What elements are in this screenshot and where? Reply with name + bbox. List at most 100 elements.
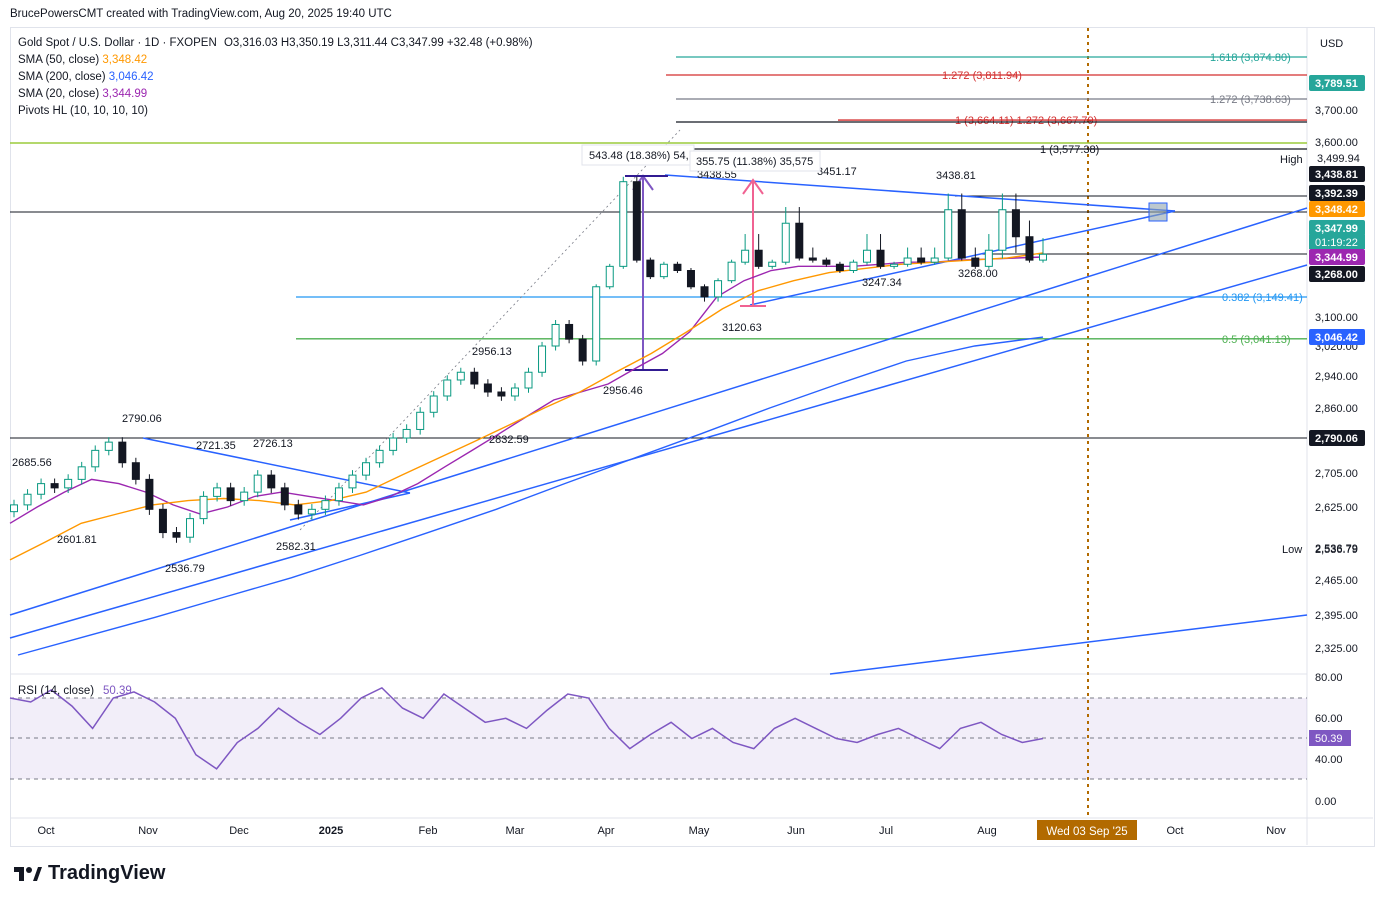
- pivot-label: 3438.81: [936, 170, 976, 182]
- sma50-line: [9, 252, 1044, 561]
- candle-body: [10, 504, 18, 513]
- x-tick-label: Aug: [977, 825, 997, 837]
- ohlc-values: O3,316.03 H3,350.19 L3,311.44 C3,347.99 …: [223, 37, 533, 49]
- pivot-label: 2956.13: [472, 346, 512, 358]
- price-tag: [1309, 201, 1365, 217]
- candle-body: [267, 474, 276, 489]
- legend-sma50[interactable]: SMA (50, close) 3,348.42: [18, 52, 533, 69]
- fib-level-label: 1 (3,577.38): [1040, 144, 1099, 156]
- candle-body: [443, 379, 452, 397]
- pivot-label: 2685.56: [12, 457, 52, 469]
- pivot-label: 2536.79: [165, 563, 205, 575]
- pivot-label: 3451.17: [817, 166, 857, 178]
- price-tag-text: 2,790.06: [1315, 433, 1358, 445]
- rsi-value-tag: [1309, 730, 1351, 746]
- rsi-tick-label: 60.00: [1315, 713, 1343, 725]
- candle-body: [727, 261, 736, 282]
- candle-body: [565, 323, 574, 340]
- measure-arrow-2-head: [742, 178, 764, 195]
- rsi-tick-label: 0.00: [1315, 796, 1336, 808]
- x-tick-label: Nov: [1266, 825, 1286, 837]
- trend-channel-lower: [9, 264, 1308, 639]
- candle-body: [835, 263, 844, 272]
- pivot-label: 2832.59: [489, 434, 529, 446]
- candle-body: [1039, 253, 1047, 261]
- price-tag: [1309, 75, 1365, 91]
- pivots-label: Pivots HL (10, 10, 10, 10): [18, 105, 148, 117]
- candle-body: [402, 428, 411, 439]
- pivot-label: 2726.13: [253, 438, 293, 450]
- candle-body: [957, 209, 966, 259]
- x-tick-label: Jun: [787, 825, 805, 837]
- candle-body: [429, 395, 438, 413]
- x-tick-label: Mar: [506, 825, 525, 837]
- tradingview-logo[interactable]: TradingView: [12, 862, 165, 885]
- legend-symbol-row[interactable]: Gold Spot / U.S. Dollar · 1D · FXOPEN O3…: [18, 35, 533, 52]
- candle-body: [971, 257, 980, 267]
- candle-body: [686, 270, 695, 288]
- candle-body: [497, 391, 506, 397]
- candle-body: [199, 495, 208, 520]
- candle-body: [118, 441, 127, 464]
- candle-body: [226, 487, 235, 502]
- fib-level-label: 0.5 (3,041.13): [1222, 334, 1291, 346]
- rsi-legend-value: 50.39: [103, 685, 132, 697]
- candle-body: [930, 257, 939, 263]
- high-label: High: [1280, 154, 1303, 166]
- candle-body: [334, 487, 343, 502]
- candle-body: [321, 500, 330, 510]
- pivot-label: 2790.06: [122, 413, 162, 425]
- rsi-value-tag-text: 50.39: [1315, 733, 1343, 745]
- pivot-label: 3120.63: [722, 322, 762, 334]
- triangle-resistance-2024: [142, 437, 411, 494]
- candle-body: [186, 518, 195, 538]
- candle-body: [754, 249, 763, 267]
- legend-sma200[interactable]: SMA (200, close) 3,046.42: [18, 69, 533, 86]
- candle-body: [375, 449, 384, 464]
- legend-sma20[interactable]: SMA (20, close) 3,344.99: [18, 86, 533, 103]
- candle-body: [483, 383, 492, 393]
- candle-body: [876, 249, 885, 267]
- fib-level-label: 1.272 (3,811.94): [942, 70, 1022, 82]
- price-tag-text: 3,347.99: [1315, 223, 1358, 235]
- candle-body: [280, 487, 289, 506]
- date-cursor-label: Wed 03 Sep '25: [1046, 826, 1127, 838]
- y-tick-label: 3,700.00: [1315, 105, 1358, 117]
- candle-body: [37, 483, 46, 495]
- price-tag: [1309, 185, 1365, 201]
- symbol-title: Gold Spot / U.S. Dollar · 1D · FXOPEN: [18, 37, 217, 49]
- candle-body: [172, 532, 181, 538]
- x-tick-label: Jul: [879, 825, 893, 837]
- legend-pivots[interactable]: Pivots HL (10, 10, 10, 10): [18, 103, 533, 120]
- y-tick-label: 2,465.00: [1315, 575, 1358, 587]
- x-tick-label: Apr: [597, 825, 614, 837]
- x-tick-label: Dec: [229, 825, 249, 837]
- candle-body: [551, 323, 560, 347]
- candle-body: [158, 508, 167, 534]
- price-tag: [1309, 329, 1365, 345]
- candle-body: [822, 259, 831, 265]
- sma200-value: 3,046.42: [108, 71, 154, 83]
- price-tag: [1309, 266, 1365, 282]
- candle-body: [213, 487, 222, 497]
- y-tick-label: 2,325.00: [1315, 643, 1358, 655]
- pivot-label: 2601.81: [57, 534, 97, 546]
- candle-body: [890, 263, 899, 267]
- y-tick-label: 2,940.00: [1315, 371, 1358, 383]
- candle-body: [389, 437, 398, 451]
- price-tag: [1309, 220, 1365, 236]
- price-tag-text: 3,438.81: [1315, 169, 1358, 181]
- candle-body: [131, 462, 140, 480]
- tradingview-logo-icon: [14, 866, 42, 881]
- candle-body: [253, 474, 262, 493]
- low-value: 2,536.79: [1315, 544, 1358, 556]
- candle-body: [781, 222, 790, 263]
- candle-body: [619, 181, 628, 267]
- sma200-line: [17, 336, 1044, 656]
- candle-body: [77, 466, 86, 480]
- fib-level-label: 1.618 (3,874.80): [1210, 52, 1291, 64]
- pivot-label: 3247.34: [862, 277, 902, 289]
- candle-body: [605, 265, 614, 288]
- currency-label[interactable]: USD: [1320, 38, 1344, 50]
